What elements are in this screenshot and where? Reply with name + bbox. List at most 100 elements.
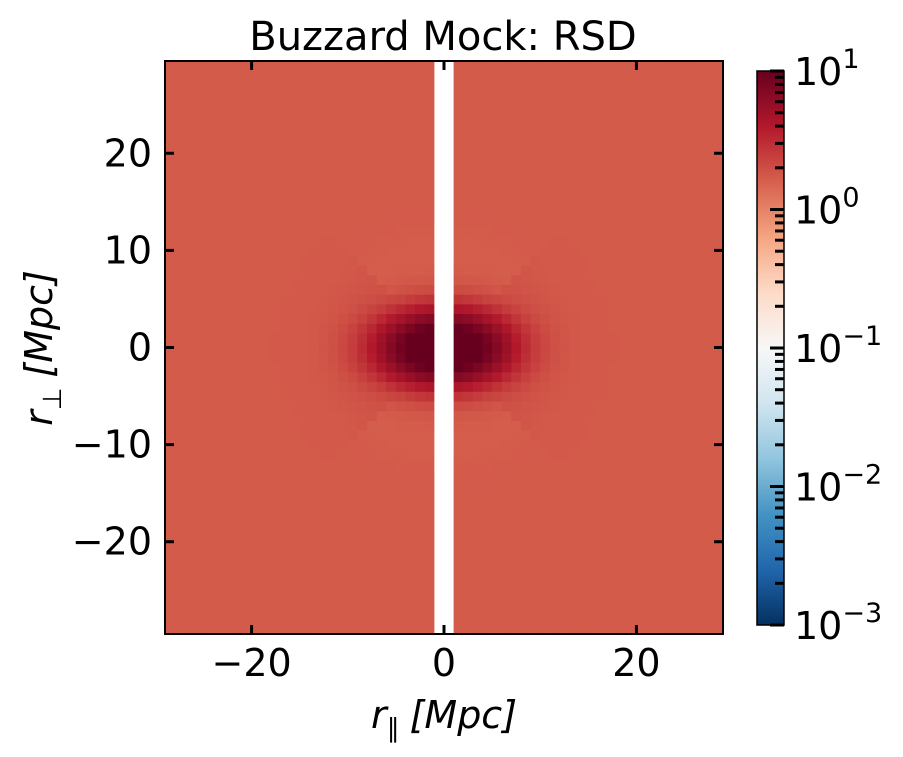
heatmap-cell — [501, 517, 512, 528]
heatmap-cell — [328, 109, 339, 120]
heatmap-cell — [261, 80, 272, 91]
heatmap-cell — [386, 614, 397, 625]
heatmap-cell — [617, 226, 628, 237]
heatmap-cell — [492, 362, 503, 373]
heatmap-cell — [280, 245, 291, 256]
heatmap-cell — [309, 187, 320, 198]
heatmap-cell — [501, 410, 512, 421]
heatmap-cell — [655, 507, 666, 519]
heatmap-cell — [617, 556, 628, 567]
heatmap-cell — [453, 119, 464, 130]
heatmap-cell — [626, 624, 638, 634]
heatmap-cell — [184, 468, 195, 480]
heatmap-cell — [492, 148, 503, 159]
heatmap-cell — [309, 536, 320, 548]
heatmap-cell — [213, 177, 224, 188]
heatmap-cell — [549, 158, 561, 169]
y-tick-label: −10 — [72, 423, 152, 467]
heatmap-cell — [395, 352, 407, 363]
heatmap-cell — [222, 99, 233, 111]
heatmap-cell — [213, 381, 224, 392]
heatmap-cell — [357, 507, 368, 519]
heatmap-cell — [299, 468, 310, 480]
heatmap-cell — [472, 556, 484, 567]
heatmap-cell — [646, 527, 657, 538]
heatmap-cell — [309, 119, 320, 130]
heatmap-cell — [511, 323, 522, 334]
heatmap-cell — [492, 99, 503, 111]
heatmap-cell — [453, 517, 464, 528]
heatmap-cell — [270, 459, 282, 470]
heatmap-cell — [665, 410, 676, 421]
heatmap-cell — [328, 498, 339, 509]
heatmap-cell — [415, 614, 426, 625]
heatmap-cell — [520, 216, 532, 227]
heatmap-cell — [655, 527, 666, 538]
heatmap-cell — [309, 255, 320, 266]
heatmap-cell — [347, 128, 359, 140]
heatmap-cell — [674, 604, 686, 616]
heatmap-cell — [270, 313, 282, 324]
heatmap-cell — [165, 274, 176, 285]
heatmap-cell — [367, 70, 378, 82]
heatmap-cell — [463, 371, 474, 383]
heatmap-cell — [328, 400, 339, 412]
heatmap-cell — [405, 468, 416, 480]
heatmap-cell — [367, 371, 378, 383]
heatmap-cell — [713, 527, 723, 538]
heatmap-cell — [511, 128, 522, 140]
heatmap-cell — [472, 167, 484, 179]
heatmap-cell — [665, 624, 676, 634]
heatmap-cell — [395, 128, 407, 140]
heatmap-cell — [520, 517, 532, 528]
heatmap-cell — [588, 498, 599, 509]
heatmap-cell — [222, 216, 233, 227]
heatmap-cell — [472, 566, 484, 577]
heatmap-cell — [463, 566, 474, 577]
heatmap-cell — [463, 284, 474, 295]
heatmap-cell — [569, 313, 580, 324]
heatmap-cell — [222, 430, 233, 441]
heatmap-cell — [357, 109, 368, 120]
heatmap-cell — [472, 264, 484, 276]
heatmap-cell — [530, 148, 541, 159]
heatmap-cell — [241, 604, 253, 616]
heatmap-cell — [270, 604, 282, 616]
x-tick-label: 0 — [432, 641, 456, 685]
heatmap-cell — [655, 284, 666, 295]
heatmap-cell — [280, 119, 291, 130]
heatmap-cell — [328, 624, 339, 634]
heatmap-cell — [530, 313, 541, 324]
heatmap-cell — [713, 459, 723, 470]
heatmap-cell — [463, 624, 474, 634]
heatmap-cell — [347, 556, 359, 567]
heatmap-cell — [453, 167, 464, 179]
heatmap-cell — [203, 128, 214, 140]
heatmap-cell — [290, 177, 301, 188]
heatmap-cell — [549, 177, 561, 188]
heatmap-cell — [222, 488, 233, 499]
heatmap-cell — [261, 148, 272, 159]
heatmap-cell — [472, 381, 484, 392]
heatmap-cell — [424, 604, 435, 616]
heatmap-cell — [703, 352, 714, 363]
heatmap-cell — [251, 70, 262, 82]
heatmap-cell — [395, 362, 407, 373]
heatmap-cell — [165, 109, 176, 120]
heatmap-cell — [232, 138, 243, 149]
heatmap-cell — [251, 138, 262, 149]
heatmap-cell — [617, 468, 628, 480]
heatmap-cell — [713, 109, 723, 120]
heatmap-cell — [674, 226, 686, 237]
heatmap-cell — [174, 420, 185, 431]
heatmap-cell — [626, 235, 638, 247]
heatmap-cell — [617, 362, 628, 373]
heatmap-cell — [540, 255, 551, 266]
heatmap-cell — [636, 99, 647, 111]
heatmap-cell — [424, 449, 435, 460]
heatmap-cell — [184, 420, 195, 431]
heatmap-cell — [607, 430, 618, 441]
heatmap-cell — [241, 371, 253, 383]
heatmap-cell — [261, 556, 272, 567]
heatmap-cell — [636, 323, 647, 334]
